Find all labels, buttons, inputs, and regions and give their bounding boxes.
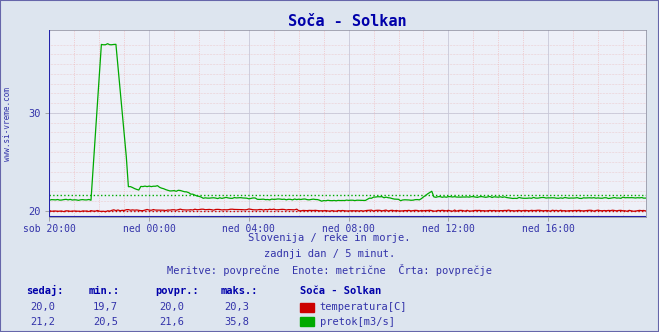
Text: min.:: min.: [89, 286, 120, 296]
Text: Meritve: povprečne  Enote: metrične  Črta: povprečje: Meritve: povprečne Enote: metrične Črta:… [167, 264, 492, 276]
Text: 20,3: 20,3 [225, 302, 250, 312]
Title: Soča - Solkan: Soča - Solkan [288, 14, 407, 29]
Text: pretok[m3/s]: pretok[m3/s] [320, 317, 395, 327]
Text: temperatura[C]: temperatura[C] [320, 302, 407, 312]
Text: 20,0: 20,0 [30, 302, 55, 312]
Text: zadnji dan / 5 minut.: zadnji dan / 5 minut. [264, 249, 395, 259]
Text: Slovenija / reke in morje.: Slovenija / reke in morje. [248, 233, 411, 243]
Text: 20,5: 20,5 [93, 317, 118, 327]
Text: povpr.:: povpr.: [155, 286, 198, 296]
Text: 19,7: 19,7 [93, 302, 118, 312]
Text: 20,0: 20,0 [159, 302, 184, 312]
Text: sedaj:: sedaj: [26, 285, 64, 296]
Text: www.si-vreme.com: www.si-vreme.com [3, 87, 13, 161]
Text: maks.:: maks.: [221, 286, 258, 296]
Text: 21,6: 21,6 [159, 317, 184, 327]
Text: 21,2: 21,2 [30, 317, 55, 327]
Text: Soča - Solkan: Soča - Solkan [300, 286, 381, 296]
Text: 35,8: 35,8 [225, 317, 250, 327]
